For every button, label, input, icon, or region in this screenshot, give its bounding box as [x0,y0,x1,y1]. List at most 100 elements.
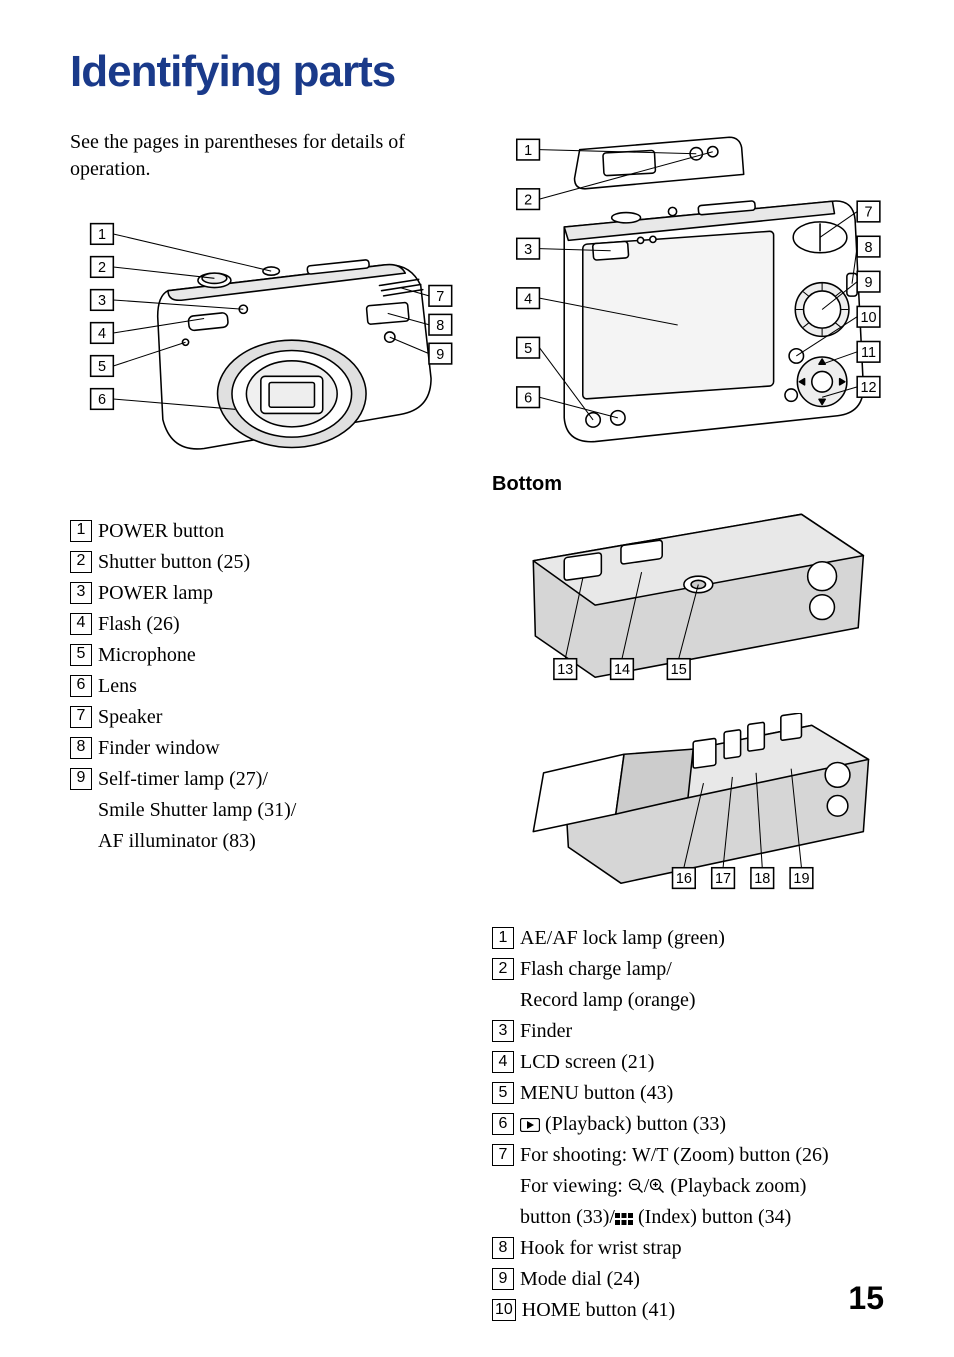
parts-list-item: 4 Flash (26) [70,609,462,640]
parts-list-label: For shooting: W/T (Zoom) button (26)For … [520,1140,884,1233]
svg-text:19: 19 [793,872,809,888]
parts-list-item: 8 Hook for wrist strap [492,1233,884,1264]
callout-9: 9 [429,343,452,364]
svg-text:9: 9 [865,275,873,291]
parts-list-item: 2Flash charge lamp/Record lamp (orange) [492,954,884,1016]
svg-text:3: 3 [524,242,532,258]
svg-text:17: 17 [715,872,731,888]
svg-text:8: 8 [865,240,873,256]
parts-list-item: 9Mode dial (24) [492,1264,884,1295]
parts-list-item: 5 Microphone [70,640,462,671]
callout-13: 13 [554,659,577,680]
parts-list-label: Finder window [98,733,462,764]
figure-bottom-b: 16 17 18 19 [492,713,884,899]
callout-number-box: 1 [492,927,514,949]
svg-text:11: 11 [861,345,876,361]
callout-8: 8 [857,236,880,257]
parts-list-label: Hook for wrist strap [520,1233,884,1264]
svg-text:16: 16 [676,872,692,888]
svg-text:7: 7 [436,289,444,305]
parts-list-label: Self-timer lamp (27)/Smile Shutter lamp … [98,764,462,857]
callout-number-box: 6 [492,1113,514,1135]
parts-list-label: Shutter button (25) [98,547,462,578]
parts-list-item: 10HOME button (41) [492,1295,884,1326]
zoom-out-icon [628,1178,644,1194]
svg-text:9: 9 [436,347,444,363]
callout-12: 12 [857,377,880,398]
callout-number-box: 7 [70,706,92,728]
callout-number-box: 2 [70,551,92,573]
callout-number-box: 5 [70,644,92,666]
callout-number-box: 4 [492,1051,514,1073]
callout-number-box: 3 [70,582,92,604]
callout-17: 17 [712,868,735,889]
callout-4: 4 [517,288,540,309]
parts-list-item: 8 Finder window [70,733,462,764]
svg-text:13: 13 [557,662,573,678]
parts-list-label: LCD screen (21) [520,1047,884,1078]
svg-text:10: 10 [860,310,876,326]
svg-text:1: 1 [524,143,532,159]
callout-19: 19 [790,868,813,889]
callout-3: 3 [517,238,540,259]
parts-list-label: Flash charge lamp/Record lamp (orange) [520,954,884,1016]
zoom-in-icon [649,1178,665,1194]
svg-text:18: 18 [754,872,770,888]
front-parts-list: 1POWER button2Shutter button (25)3POWER … [70,516,462,857]
svg-text:14: 14 [614,662,630,678]
callout-number-box: 3 [492,1020,514,1042]
parts-list-label: AE/AF lock lamp (green) [520,923,884,954]
callout-number-box: 8 [492,1237,514,1259]
callout-6: 6 [91,389,114,410]
parts-list-label: Microphone [98,640,462,671]
parts-list-item: 7For shooting: W/T (Zoom) button (26)For… [492,1140,884,1233]
callout-number-box: 8 [70,737,92,759]
content-columns: See the pages in parentheses for details… [70,129,884,1326]
callout-2: 2 [517,189,540,210]
callout-5: 5 [517,337,540,358]
callout-6: 6 [517,387,540,408]
callout-7: 7 [429,286,452,307]
parts-list-label: Speaker [98,702,462,733]
callout-11: 11 [857,341,880,362]
parts-list-label: Lens [98,671,462,702]
parts-list-label: Finder [520,1016,884,1047]
parts-list-item: 3 Finder [492,1016,884,1047]
intro-text: See the pages in parentheses for details… [70,129,462,183]
callout-7: 7 [857,201,880,222]
parts-list-label: POWER lamp [98,578,462,609]
svg-text:8: 8 [436,318,444,334]
callout-18: 18 [751,868,774,889]
svg-text:12: 12 [860,380,876,396]
right-column: 123456 789101112 Bottom [492,129,884,1326]
playback-icon [520,1118,540,1132]
callout-15: 15 [667,659,690,680]
callout-number-box: 6 [70,675,92,697]
callout-number-box: 4 [70,613,92,635]
svg-text:3: 3 [98,293,106,309]
svg-text:6: 6 [524,390,532,406]
parts-list-label: Flash (26) [98,609,462,640]
svg-text:5: 5 [524,341,532,357]
callout-number-box: 9 [492,1268,514,1290]
figure-back-view: 123456 789101112 [492,129,884,449]
callout-16: 16 [673,868,696,889]
left-column: See the pages in parentheses for details… [70,129,462,1326]
figure-bottom-a: 13 14 15 [492,504,884,690]
svg-text:1: 1 [98,227,106,243]
callout-2: 2 [91,257,114,278]
parts-list-label: HOME button (41) [522,1295,884,1326]
svg-text:6: 6 [98,392,106,408]
page-title: Identifying parts [70,47,884,97]
parts-list-item: 9Self-timer lamp (27)/Smile Shutter lamp… [70,764,462,857]
svg-text:5: 5 [98,359,106,375]
parts-list-item: 6 Lens [70,671,462,702]
svg-text:4: 4 [524,291,532,307]
callout-10: 10 [857,306,880,327]
parts-list-item: 3 POWER lamp [70,578,462,609]
callout-5: 5 [91,356,114,377]
figure-front-view: 123456 789 [70,203,462,492]
callout-number-box: 5 [492,1082,514,1104]
parts-list-item: 7 Speaker [70,702,462,733]
parts-list-item: 5MENU button (43) [492,1078,884,1109]
